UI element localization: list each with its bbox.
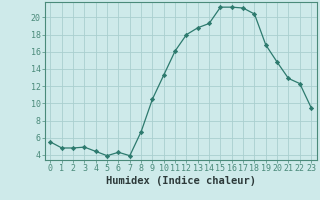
- X-axis label: Humidex (Indice chaleur): Humidex (Indice chaleur): [106, 176, 256, 186]
